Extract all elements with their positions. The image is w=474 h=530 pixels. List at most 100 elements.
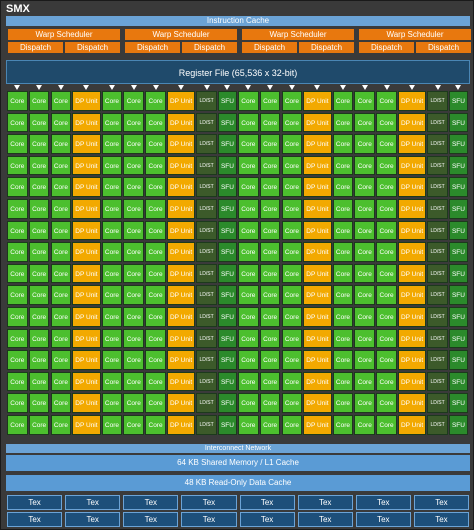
core-unit: Core [28, 393, 50, 413]
dp-unit: DP Unit [167, 177, 196, 197]
ldst-unit: LD/ST [196, 112, 217, 133]
core-unit: Core [145, 91, 166, 111]
dp-unit: DP Unit [398, 415, 427, 435]
core-unit: Core [101, 350, 123, 370]
core-unit: Core [238, 112, 259, 133]
dp-unit: DP Unit [167, 307, 196, 327]
dp-unit: DP Unit [72, 199, 101, 219]
core-unit: Core [376, 177, 397, 197]
core-unit: Core [354, 371, 376, 392]
dp-unit: DP Unit [72, 393, 101, 413]
core-unit: Core [238, 415, 259, 435]
core-unit: Core [281, 134, 303, 154]
dp-unit: DP Unit [398, 199, 427, 219]
down-arrow-icon [288, 85, 295, 90]
core-unit: Core [238, 242, 259, 262]
core-unit: Core [332, 328, 354, 349]
core-unit: Core [281, 112, 303, 133]
core-unit: Core [376, 155, 397, 176]
core-unit: Core [354, 177, 376, 197]
texture-unit: Tex [355, 495, 411, 510]
dp-unit: DP Unit [167, 91, 196, 111]
core-unit: Core [332, 263, 354, 284]
core-unit: Core [354, 263, 376, 284]
dp-unit: DP Unit [398, 350, 427, 370]
dp-unit: DP Unit [398, 91, 427, 111]
core-unit: Core [259, 91, 281, 111]
ldst-unit: LD/ST [196, 263, 217, 284]
dp-unit: DP Unit [303, 155, 332, 176]
core-unit: Core [101, 328, 123, 349]
core-unit: Core [259, 328, 281, 349]
core-unit: Core [281, 220, 303, 241]
sfu-unit: SFU [218, 328, 237, 349]
core-unit: Core [238, 350, 259, 370]
dp-unit: DP Unit [303, 220, 332, 241]
dp-unit: DP Unit [303, 371, 332, 392]
texture-unit: Tex [181, 495, 237, 510]
core-unit: Core [28, 112, 50, 133]
ldst-unit: LD/ST [196, 371, 217, 392]
core-unit: Core [238, 199, 259, 219]
core-unit: Core [145, 134, 166, 154]
sfu-unit: SFU [218, 415, 237, 435]
texture-unit: Tex [413, 512, 469, 527]
sfu-unit: SFU [449, 307, 468, 327]
sfu-unit: SFU [449, 242, 468, 262]
down-arrow-icon [130, 85, 137, 90]
core-unit: Core [50, 112, 72, 133]
core-unit: Core [7, 371, 28, 392]
dp-unit: DP Unit [167, 263, 196, 284]
down-arrow-icon [224, 85, 231, 90]
dp-unit: DP Unit [303, 242, 332, 262]
core-unit: Core [28, 350, 50, 370]
ldst-unit: LD/ST [427, 220, 448, 241]
warp-scheduler: Warp Scheduler [125, 29, 237, 40]
core-unit: Core [376, 112, 397, 133]
core-unit: Core [28, 155, 50, 176]
dp-unit: DP Unit [72, 307, 101, 327]
core-unit: Core [376, 350, 397, 370]
dp-unit: DP Unit [398, 393, 427, 413]
dp-unit: DP Unit [72, 177, 101, 197]
sfu-unit: SFU [218, 285, 237, 305]
core-unit: Core [281, 285, 303, 305]
core-unit: Core [145, 177, 166, 197]
ldst-unit: LD/ST [427, 371, 448, 392]
core-unit: Core [50, 328, 72, 349]
dp-unit: DP Unit [303, 199, 332, 219]
ldst-unit: LD/ST [196, 242, 217, 262]
down-arrow-icon [434, 85, 441, 90]
dp-unit: DP Unit [303, 285, 332, 305]
core-unit: Core [101, 263, 123, 284]
core-unit: Core [7, 307, 28, 327]
core-unit: Core [332, 350, 354, 370]
core-unit: Core [123, 328, 145, 349]
dp-unit: DP Unit [398, 112, 427, 133]
core-unit: Core [332, 199, 354, 219]
dp-unit: DP Unit [72, 91, 101, 111]
core-unit: Core [259, 393, 281, 413]
dp-unit: DP Unit [398, 155, 427, 176]
ldst-unit: LD/ST [196, 220, 217, 241]
sfu-unit: SFU [449, 285, 468, 305]
down-arrow-icon [267, 85, 274, 90]
core-unit: Core [7, 242, 28, 262]
core-unit: Core [7, 199, 28, 219]
sfu-unit: SFU [218, 307, 237, 327]
dispatch-unit: Dispatch [65, 42, 120, 53]
core-unit: Core [354, 350, 376, 370]
ldst-unit: LD/ST [427, 91, 448, 111]
core-unit: Core [101, 91, 123, 111]
core-unit: Core [7, 134, 28, 154]
shared-memory-l1-cache: 64 KB Shared Memory / L1 Cache [6, 455, 470, 471]
down-arrow-icon [178, 85, 185, 90]
down-arrow-icon [314, 85, 321, 90]
core-unit: Core [354, 393, 376, 413]
core-unit: Core [50, 415, 72, 435]
dp-unit: DP Unit [398, 371, 427, 392]
ldst-unit: LD/ST [196, 177, 217, 197]
core-unit: Core [259, 177, 281, 197]
dp-unit: DP Unit [398, 134, 427, 154]
core-unit: Core [101, 371, 123, 392]
